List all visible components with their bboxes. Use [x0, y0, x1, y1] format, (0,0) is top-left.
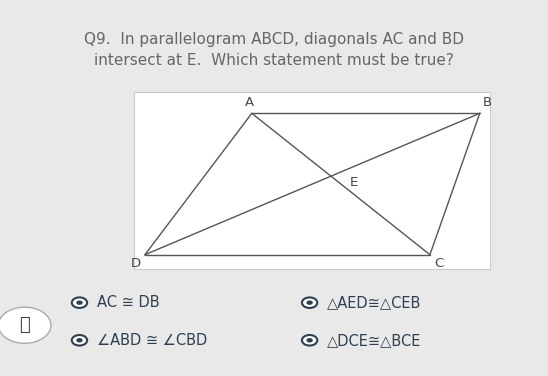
Circle shape [302, 297, 317, 308]
Text: ∠ABD ≅ ∠CBD: ∠ABD ≅ ∠CBD [97, 333, 207, 348]
Text: A: A [244, 96, 254, 109]
Text: Q9.  In parallelogram ABCD, diagonals AC and BD: Q9. In parallelogram ABCD, diagonals AC … [84, 32, 464, 47]
Circle shape [76, 300, 83, 305]
Circle shape [76, 338, 83, 343]
Text: △AED≅△CEB: △AED≅△CEB [327, 295, 421, 310]
Text: E: E [350, 176, 358, 189]
Circle shape [306, 338, 313, 343]
Circle shape [306, 300, 313, 305]
Text: intersect at E.  Which statement must be true?: intersect at E. Which statement must be … [94, 53, 454, 68]
Circle shape [72, 297, 87, 308]
Text: B: B [482, 96, 492, 109]
Text: △DCE≅△BCE: △DCE≅△BCE [327, 333, 421, 348]
Text: AC ≅ DB: AC ≅ DB [97, 295, 159, 310]
Circle shape [72, 335, 87, 346]
Text: D: D [130, 257, 140, 270]
FancyBboxPatch shape [134, 92, 490, 269]
Text: C: C [434, 257, 443, 270]
Circle shape [0, 307, 51, 343]
Text: ⛔: ⛔ [19, 316, 30, 334]
Circle shape [302, 335, 317, 346]
